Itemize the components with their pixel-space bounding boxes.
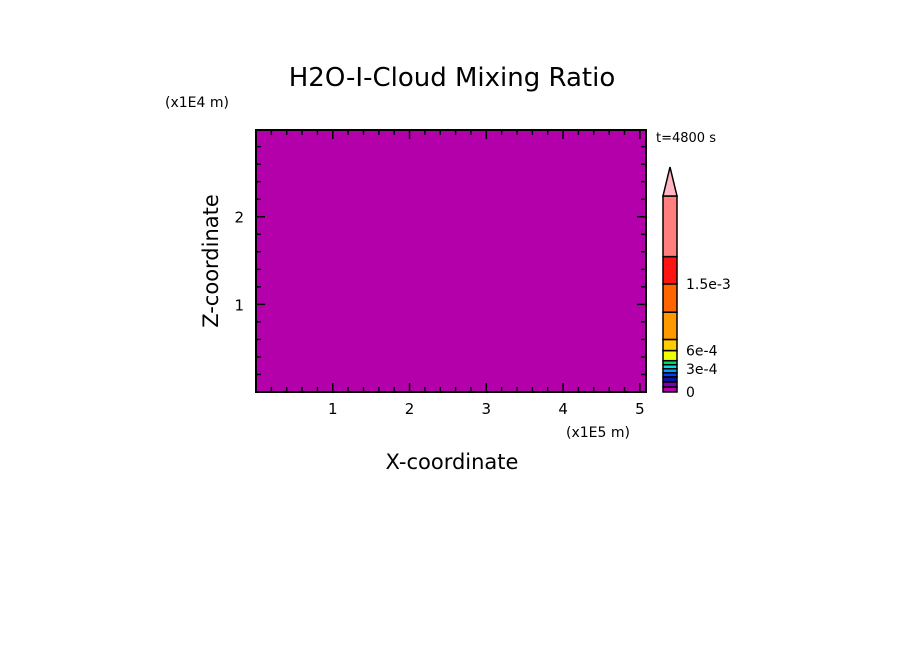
x-tick-label: 2: [405, 400, 415, 418]
time-label: t=4800 s: [656, 131, 716, 146]
y-tick-label: 2: [234, 209, 244, 227]
colorbar-segment: [662, 386, 678, 393]
plot-field: [256, 130, 646, 392]
x-tick-label: 1: [328, 400, 338, 418]
colorbar-segment: [662, 255, 678, 285]
x-tick-label: 3: [482, 400, 492, 418]
colorbar-extend-triangle: [662, 166, 678, 197]
colorbar-segment: [662, 338, 678, 352]
y-axis-label: Z-coordinate: [199, 194, 223, 328]
x-tick-labels: 1 2 3 4 5: [328, 400, 645, 418]
colorbar-segment: [662, 283, 678, 313]
colorbar-tick-label: 3e-4: [686, 362, 718, 378]
chart-title: H2O-I-Cloud Mixing Ratio: [289, 63, 616, 93]
colorbar-segment: [662, 376, 678, 383]
x-axis-label: X-coordinate: [386, 450, 519, 474]
plot-frame: [255, 129, 647, 393]
colorbar-tick-label: 6e-4: [686, 344, 718, 360]
colorbar-segment: [662, 311, 678, 341]
colorbar-segment: [662, 381, 678, 388]
colorbar-tick-label: 3.6e-3: [686, 0, 731, 4]
colorbar-segment: [662, 349, 678, 362]
colorbar-tick-label: 0: [686, 385, 695, 401]
colorbar-tick-label: 1.5e-3: [686, 277, 731, 293]
colorbar-segment: [662, 195, 678, 258]
x-tick-label: 4: [558, 400, 568, 418]
y-unit-label: (x1E4 m): [165, 95, 229, 111]
colorbar: 0 3e-4 6e-4 1.5e-3 3.6e-3: [662, 0, 731, 401]
y-tick-labels: 12: [234, 209, 244, 315]
x-tick-label: 5: [635, 400, 645, 418]
y-tick-label: 1: [234, 296, 244, 314]
x-unit-label: (x1E5 m): [566, 425, 630, 441]
